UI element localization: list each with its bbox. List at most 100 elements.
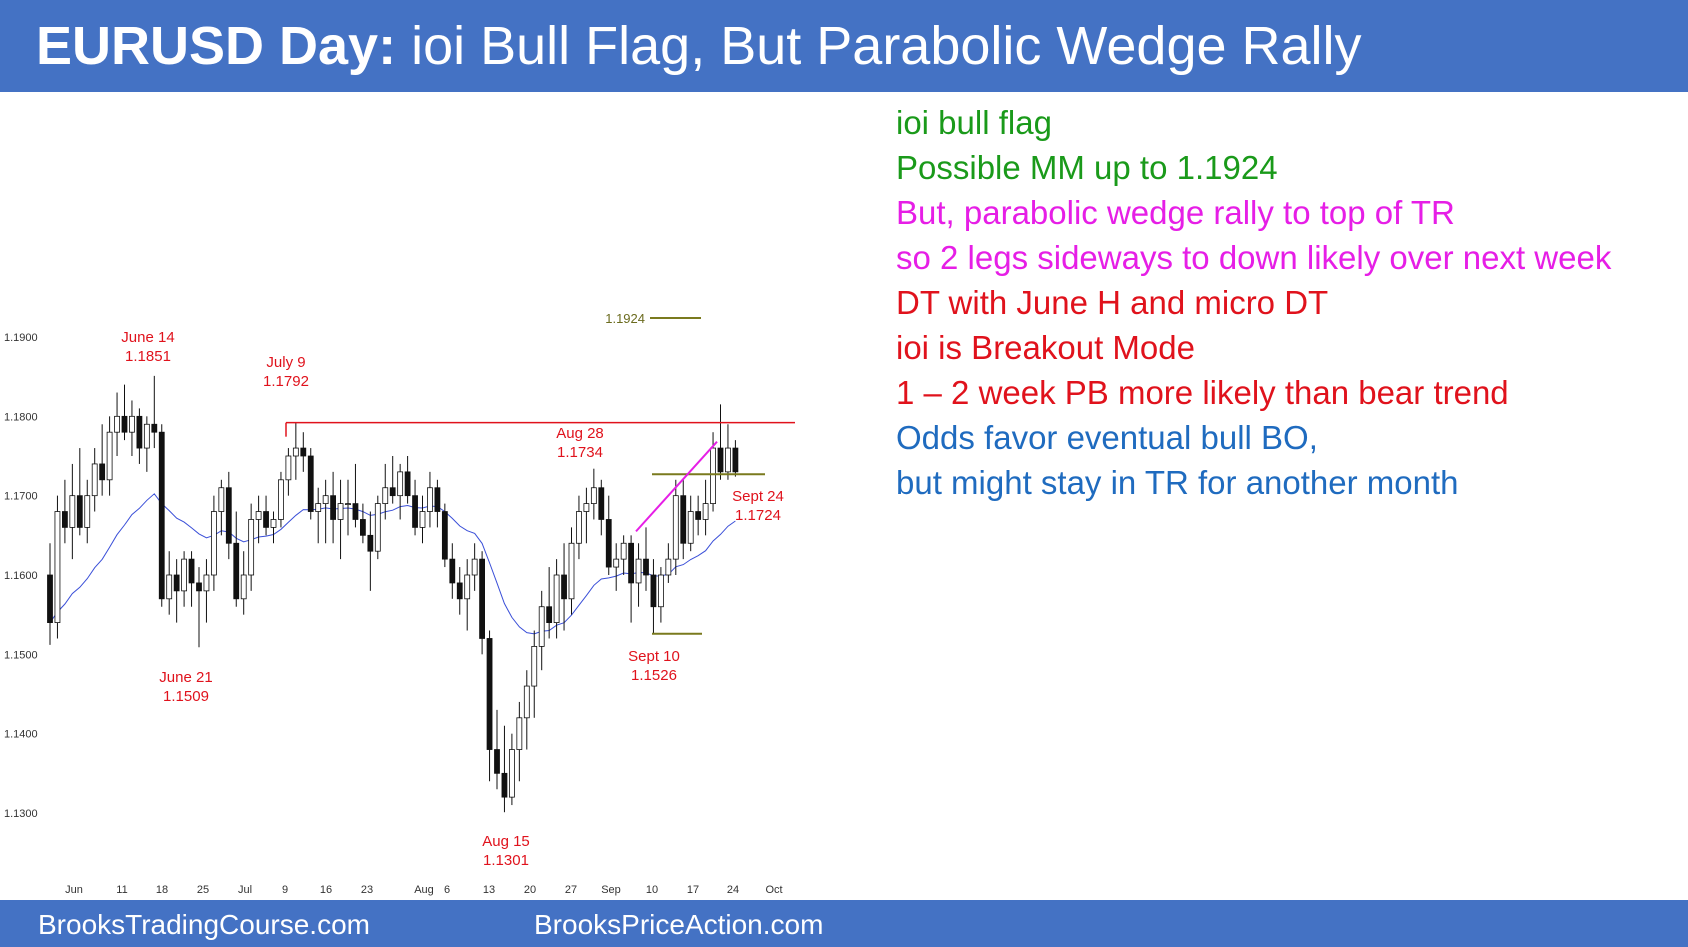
note-line-2: Possible MM up to 1.1924: [896, 149, 1278, 186]
candle-body: [210, 511, 217, 576]
annotation-price: 1.1792: [263, 373, 309, 390]
candle-body: [687, 511, 694, 544]
annotation-date: Aug 28: [556, 425, 604, 442]
x-tick-label: 18: [156, 884, 168, 896]
candle-body: [188, 558, 195, 584]
candle-body: [233, 542, 240, 600]
x-tick-label: Sep: [601, 884, 621, 896]
candle-body: [315, 503, 322, 512]
candle-body: [367, 534, 374, 552]
candle-body: [658, 574, 664, 608]
candle-body: [613, 558, 620, 568]
candle-body: [404, 471, 411, 497]
candle-body: [449, 558, 456, 584]
annotation-price: 1.1509: [163, 688, 209, 705]
candle-body: [99, 463, 106, 481]
title-bold: EURUSD Day:: [36, 16, 397, 76]
candle-body: [203, 574, 210, 592]
note-line-3: But, parabolic wedge rally to top of TR: [896, 194, 1455, 231]
candlestick-chart: 1.1900 1.1800 1.1700 1.1600 1.1500 1.1400 1.13…: [4, 311, 795, 896]
candle-body: [181, 558, 188, 592]
title-rest: ioi Bull Flag, But Parabolic Wedge Rally: [396, 16, 1362, 76]
annotation-price: 1.1301: [483, 852, 529, 869]
candle-body: [553, 574, 560, 623]
y-tick-label: 1.1300: [4, 808, 38, 820]
title-bar: [0, 0, 1688, 92]
footer-bar: [0, 900, 1688, 947]
candle-body: [374, 503, 381, 552]
candle-body: [598, 487, 605, 520]
y-tick-label: 1.1900: [4, 332, 38, 344]
annotation-date: Sept 10: [628, 648, 680, 665]
candle-body: [263, 511, 269, 528]
x-tick-label: 20: [524, 884, 536, 896]
candle-body: [665, 558, 672, 576]
candle-body: [62, 511, 68, 528]
x-tick-label: 16: [320, 884, 332, 896]
footer-link-price-action[interactable]: BrooksPriceAction.com: [534, 909, 824, 940]
candle-body: [382, 487, 389, 505]
annotation-date: July 9: [266, 354, 305, 371]
candle-body: [695, 511, 702, 520]
candle-body: [523, 685, 530, 719]
candle-body: [91, 463, 98, 497]
candle-body: [114, 415, 120, 433]
candle-body: [285, 455, 292, 481]
annotation-date: June 21: [159, 669, 212, 686]
note-line-6: ioi is Breakout Mode: [896, 329, 1195, 366]
y-tick-label: 1.1400: [4, 729, 38, 741]
candle-body: [76, 495, 83, 528]
y-tick-label: 1.1600: [4, 570, 38, 582]
x-tick-label: 25: [197, 884, 209, 896]
candle-body: [359, 519, 366, 536]
candle-body: [531, 646, 538, 687]
annotation-price: 1.1851: [125, 348, 171, 365]
candle-body: [54, 511, 61, 623]
candle-body: [143, 423, 150, 449]
candle-body: [389, 487, 396, 497]
x-tick-label: Oct: [765, 884, 782, 896]
annotation-date: Sept 24: [732, 488, 784, 505]
candle-body: [412, 495, 418, 528]
candle-body: [322, 495, 329, 504]
candle-body: [196, 582, 202, 592]
candle-body: [643, 558, 649, 576]
wedge-line: [635, 441, 718, 533]
candle-body: [620, 542, 627, 560]
candle-body: [352, 503, 359, 520]
candle-body: [710, 447, 716, 505]
candle-body: [732, 447, 739, 473]
note-line-7: 1 – 2 week PB more likely than bear tren…: [896, 374, 1509, 411]
candle-body: [300, 447, 307, 457]
annotation-date: June 14: [121, 329, 174, 346]
candle-body: [106, 431, 113, 481]
candle-body: [158, 431, 165, 600]
candle-body: [538, 606, 545, 647]
note-line-5: DT with June H and micro DT: [896, 284, 1329, 321]
candle-body: [605, 519, 612, 568]
candle-body: [672, 495, 679, 560]
candle-body: [69, 495, 76, 528]
annotation-price: 1.1734: [557, 444, 603, 461]
footer-link-trading-course[interactable]: BrooksTradingCourse.com: [38, 909, 370, 940]
annotation-price: 1.1724: [735, 507, 781, 524]
candle-body: [84, 495, 91, 528]
candle-body: [702, 503, 709, 520]
x-tick-label: 9: [282, 884, 288, 896]
candle-body: [464, 574, 471, 600]
candle-body: [397, 471, 404, 497]
candle-body: [635, 558, 642, 584]
candle-body: [494, 749, 500, 774]
x-tick-label: Aug: [414, 884, 434, 896]
candle-body: [725, 447, 731, 473]
mm-target-label: 1.1924: [605, 311, 645, 326]
candle-body: [307, 455, 314, 512]
candle-body: [47, 574, 53, 623]
candle-body: [419, 511, 426, 528]
candle-body: [650, 574, 657, 608]
commentary-notes: ioi bull flag Possible MM up to 1.1924 B…: [896, 100, 1611, 505]
candle-body: [166, 574, 173, 600]
candle-body: [136, 415, 143, 449]
annotation-date: Aug 15: [482, 833, 530, 850]
candle-body: [561, 574, 567, 600]
